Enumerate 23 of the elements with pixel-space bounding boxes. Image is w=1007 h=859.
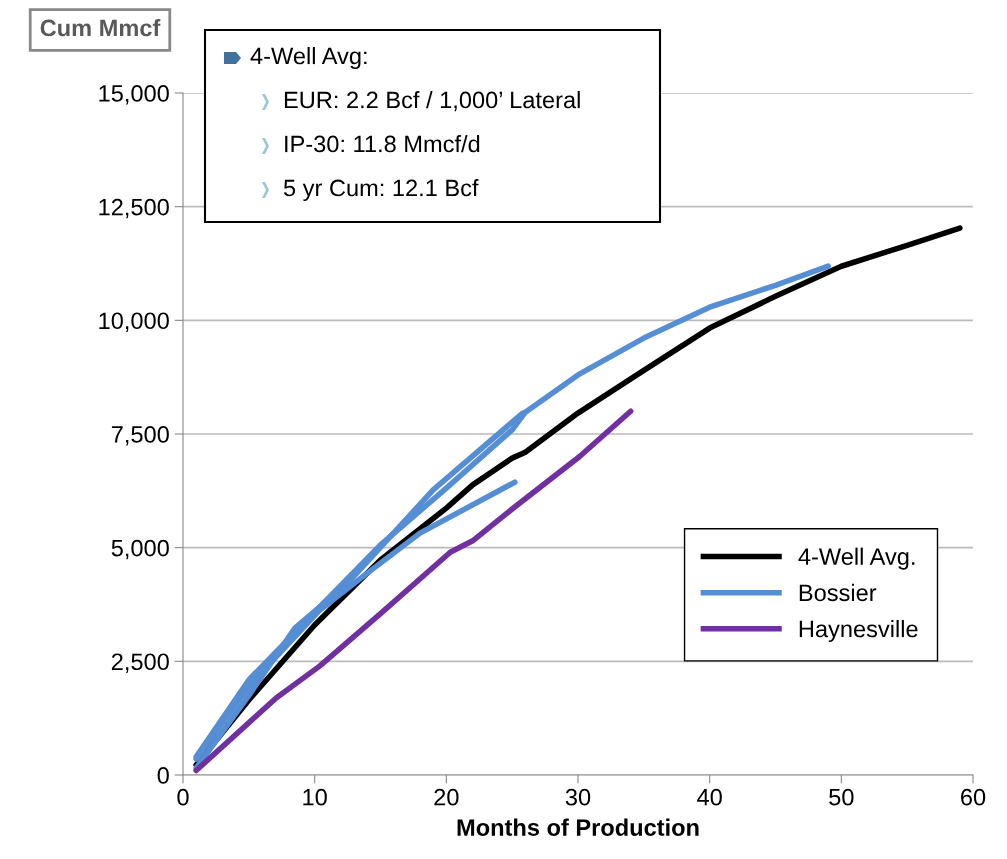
annotation: 5 yr Cum: 12.1 Bcf bbox=[283, 179, 479, 201]
y-tick-label: 15,000 bbox=[99, 85, 169, 105]
x-tick-label: 0 bbox=[177, 788, 189, 806]
x-tick-label: 30 bbox=[565, 788, 591, 806]
legend-label: 4-Well Avg. bbox=[798, 547, 915, 570]
legend-label: Bossier bbox=[799, 583, 877, 602]
annotation: EUR: 2.2 Bcf / 1,000’ Lateral bbox=[284, 91, 580, 112]
y-tick-label: 0 bbox=[157, 767, 169, 784]
y-tick-label: 10,000 bbox=[99, 312, 169, 332]
x-tick-label: 10 bbox=[303, 788, 327, 806]
y-axis-title: Cum Mmcf bbox=[40, 19, 161, 37]
x-axis-title: Months of Production bbox=[457, 818, 699, 836]
annotation: IP-30: 11.8 Mmcf/d bbox=[285, 135, 480, 153]
x-tick-label: 50 bbox=[829, 788, 854, 806]
y-tick-label: 5,000 bbox=[111, 539, 169, 560]
y-tick-label: 7,500 bbox=[111, 426, 169, 446]
y-tick-label: 2,500 bbox=[111, 653, 169, 673]
y-tick-label: 12,500 bbox=[99, 198, 169, 219]
x-tick-label: 60 bbox=[961, 788, 986, 806]
x-tick-label: 40 bbox=[697, 788, 722, 806]
legend-label: Haynesville bbox=[799, 620, 918, 643]
x-tick-label: 20 bbox=[434, 788, 459, 806]
text: 4-Well Avg: bbox=[250, 47, 367, 69]
